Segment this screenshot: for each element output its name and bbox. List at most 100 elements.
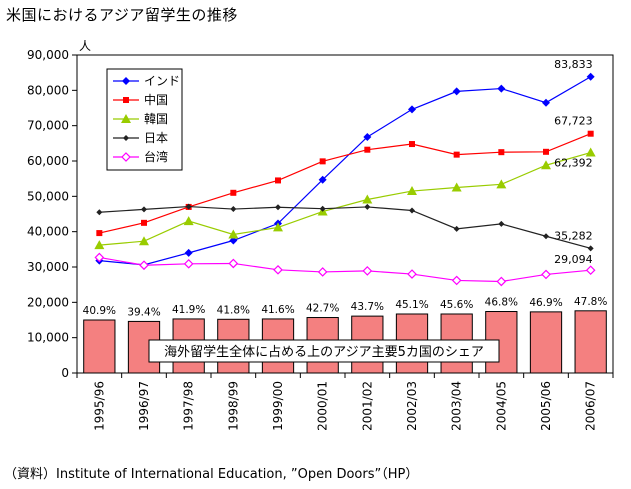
point [123,97,129,103]
y-tick-label: 20,000 [27,295,69,309]
series-diamond-open [94,252,596,287]
x-tick-label: 2000/01 [316,381,330,431]
bar-pct-label: 45.6% [440,299,473,311]
x-tick-label: 1996/97 [137,381,151,431]
legend-label: 日本 [144,131,168,145]
point [453,151,460,158]
point [317,267,328,277]
bar-pct-label: 40.9% [83,305,116,317]
series-line [99,76,591,266]
point [139,260,149,271]
bar-annotation: 海外留学生全体に占める上のアジア主要5カ国のシェア [164,344,484,360]
point [586,72,595,81]
point [498,149,505,156]
point [407,186,417,196]
bar-pct-label: 43.7% [351,301,384,313]
point [184,248,193,257]
point [141,206,147,213]
point [185,203,192,210]
point [228,258,239,269]
bar [83,319,116,374]
legend-label: 中国 [144,92,168,107]
point [94,252,105,263]
bar-pct-label: 39.4% [127,306,160,318]
point [543,233,549,240]
legend-item: インド [113,74,180,88]
end-value-label: 83,833 [554,58,593,71]
point [230,189,237,196]
point [541,160,551,170]
point [364,146,371,153]
point [122,77,130,85]
y-tick-label: 80,000 [27,83,69,97]
point [542,98,550,107]
y-tick-label: 70,000 [27,119,69,133]
legend-item: 韓国 [113,112,168,126]
point [362,266,373,276]
x-tick-label: 2003/04 [450,381,464,431]
x-tick-label: 1999/00 [271,381,285,431]
legend-label: インド [144,74,180,88]
point [121,152,131,162]
point [585,265,596,276]
series-lines [94,72,596,287]
point [319,205,326,212]
legend-label: 台湾 [144,149,168,164]
point [228,229,239,239]
point [407,269,417,279]
series-line [99,151,591,246]
x-tick-label: 2006/07 [584,381,598,431]
point [121,114,131,123]
point [498,220,505,227]
data-labels: 40.9% 39.4% 41.9% 41.8% 41.6% 42.7% 43.7% 45.1%… [83,58,607,363]
x-tick-label: 1998/99 [226,381,240,431]
point [229,236,238,245]
point [275,204,281,211]
y-axis-label: 人 [79,39,91,53]
bar-pct-label: 41.9% [172,304,205,316]
point [318,175,327,184]
legend-item: 中国 [113,92,168,107]
x-tick-label: 1997/98 [182,381,196,431]
legend-label: 韓国 [144,112,168,126]
bar [574,310,607,374]
point [275,177,281,184]
point [183,258,194,269]
point [408,105,416,114]
y-tick-label: 40,000 [27,225,69,239]
point [451,182,462,192]
point [141,219,147,226]
point [96,230,103,237]
legend-item: 台湾 [113,149,168,164]
bar-pct-label: 47.8% [574,296,607,308]
point [273,264,283,275]
axes: 0 10,000 20,000 30,000 40,000 50,000 60,000 70,… [27,39,614,431]
y-tick-label: 30,000 [27,260,69,274]
point [451,275,462,286]
x-tick-label: 2002/03 [405,381,419,431]
point [496,179,507,189]
legend-item: 日本 [113,131,168,145]
point [362,194,373,204]
point [123,135,129,141]
point [364,203,371,210]
end-value-label: 62,392 [554,157,593,170]
bar-pct-label: 41.6% [261,304,294,316]
point [543,148,549,155]
series-line [99,205,591,249]
y-tick-label: 50,000 [27,189,69,203]
point [139,236,149,246]
point [453,225,460,232]
series-line [99,133,591,234]
bar-pct-label: 41.8% [217,304,250,316]
end-value-label: 67,723 [554,115,593,128]
bar-pct-label: 42.7% [306,303,339,315]
y-tick-label: 90,000 [27,48,69,62]
y-tick-label: 10,000 [27,331,69,345]
bar-pct-label: 46.8% [485,297,518,309]
x-tick-label: 2004/05 [494,381,508,431]
point [230,206,237,213]
y-tick-label: 0 [61,366,69,380]
